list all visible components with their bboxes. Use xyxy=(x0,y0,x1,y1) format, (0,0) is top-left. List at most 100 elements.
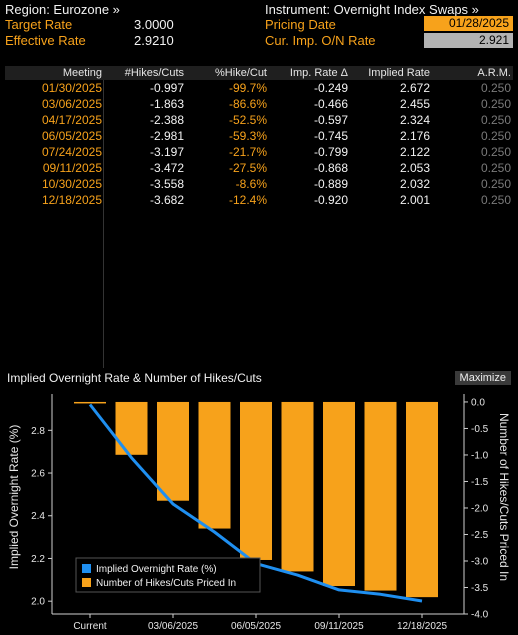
table-row[interactable]: 10/30/2025 -3.558 -8.6% -0.889 2.032 0.250 xyxy=(5,176,513,192)
hikes-cuts-value: -3.197 xyxy=(149,145,184,159)
implied-rate-value: 2.455 xyxy=(399,97,430,111)
column-header-pct-hike-cut[interactable]: %Hike/Cut xyxy=(215,67,267,79)
x-tick-label: 09/11/2025 xyxy=(314,621,364,632)
legend-box xyxy=(75,557,261,593)
hikes-cuts-value: -3.682 xyxy=(149,193,184,207)
target-rate-label: Target Rate xyxy=(5,17,73,32)
chart-title: Implied Overnight Rate & Number of Hikes… xyxy=(7,371,262,385)
implied-rate-chart: 2.0 2.2 2.4 2.6 2.8 0.0 -0.5 -1.0 -1.5 -2.0 -2.5 -… xyxy=(7,394,511,632)
cur-on-rate-label: Cur. Imp. O/N Rate xyxy=(265,33,376,48)
pct-hike-cut-value: -99.7% xyxy=(228,81,267,95)
table-header: Meeting #Hikes/Cuts %Hike/Cut Imp. Rate … xyxy=(5,66,513,80)
imp-rate-delta-value: -0.249 xyxy=(313,81,348,95)
table-row[interactable]: 03/06/2025 -1.863 -86.6% -0.466 2.455 0.250 xyxy=(5,96,513,112)
right-tick-label: -3.5 xyxy=(471,583,489,594)
region-selector[interactable]: Region: Eurozone » xyxy=(5,2,120,17)
arm-value: 0.250 xyxy=(480,193,511,207)
table-row[interactable]: 06/05/2025 -2.981 -59.3% -0.745 2.176 0.250 xyxy=(5,128,513,144)
arm-value: 0.250 xyxy=(480,161,511,175)
right-axis-ticks: 0.0 -0.5 -1.0 -1.5 -2.0 -2.5 -3.0 -3.5 -4.0 xyxy=(464,397,489,621)
instrument-selector[interactable]: Instrument: Overnight Index Swaps » xyxy=(265,2,479,17)
implied-rate-value: 2.053 xyxy=(399,161,430,175)
right-tick-label: -1.5 xyxy=(471,477,489,488)
left-tick-label: 2.4 xyxy=(31,511,45,522)
imp-rate-delta-value: -0.745 xyxy=(313,129,348,143)
implied-rate-value: 2.122 xyxy=(399,145,430,159)
arm-value: 0.250 xyxy=(480,145,511,159)
hikes-cuts-bar xyxy=(406,401,438,598)
x-axis-ticks: Current 03/06/2025 06/05/2025 09/11/2025 12/… xyxy=(73,614,447,632)
imp-rate-delta-value: -0.799 xyxy=(313,145,348,159)
column-header-implied-rate[interactable]: Implied Rate xyxy=(368,67,430,79)
table-row[interactable]: 09/11/2025 -3.472 -27.5% -0.868 2.053 0.250 xyxy=(5,160,513,176)
table-row[interactable]: 12/18/2025 -3.682 -12.4% -0.920 2.001 0.250 xyxy=(5,192,513,208)
cur-on-rate-value: 2.921 xyxy=(424,33,513,48)
x-tick-label: 06/05/2025 xyxy=(231,621,281,632)
meeting-date: 06/05/2025 xyxy=(41,129,102,143)
target-rate-value: 3.0000 xyxy=(134,17,174,32)
table-row[interactable]: 01/30/2025 -0.997 -99.7% -0.249 2.672 0.250 xyxy=(5,80,513,96)
hikes-cuts-bar xyxy=(115,401,148,455)
pct-hike-cut-value: -59.3% xyxy=(228,129,267,143)
right-axis-label: Number of Hikes/Cuts Priced In xyxy=(497,413,511,581)
left-axis-label: Implied Overnight Rate (%) xyxy=(7,425,21,570)
hikes-cuts-value: -3.558 xyxy=(149,177,184,191)
pct-hike-cut-value: -8.6% xyxy=(235,177,267,191)
hikes-cuts-bar xyxy=(323,401,355,587)
pct-hike-cut-value: -21.7% xyxy=(228,145,267,159)
meetings-table: Meeting #Hikes/Cuts %Hike/Cut Imp. Rate … xyxy=(5,66,513,368)
left-tick-label: 2.8 xyxy=(31,426,45,437)
right-tick-label: -4.0 xyxy=(471,610,489,621)
column-header-imp-rate-delta[interactable]: Imp. Rate Δ xyxy=(289,67,348,79)
implied-rate-value: 2.176 xyxy=(399,129,430,143)
column-header-meeting[interactable]: Meeting xyxy=(62,67,102,79)
right-tick-label: -2.5 xyxy=(471,530,489,541)
effective-rate-label: Effective Rate xyxy=(5,33,86,48)
arm-value: 0.250 xyxy=(480,129,511,143)
legend-label-rate: Implied Overnight Rate (%) xyxy=(96,564,217,575)
hikes-cuts-bar xyxy=(74,401,106,404)
hikes-cuts-value: -3.472 xyxy=(149,161,184,175)
implied-rate-value: 2.324 xyxy=(399,113,430,127)
x-tick-label: 03/06/2025 xyxy=(148,621,198,632)
pricing-date-input[interactable]: 01/28/2025 xyxy=(424,16,513,31)
hikes-cuts-value: -2.388 xyxy=(149,113,184,127)
arm-value: 0.250 xyxy=(480,177,511,191)
imp-rate-delta-value: -0.597 xyxy=(313,113,348,127)
chart-legend: Implied Overnight Rate (%) Number of Hik… xyxy=(75,557,261,593)
right-tick-label: -0.5 xyxy=(471,424,489,435)
pct-hike-cut-value: -27.5% xyxy=(228,161,267,175)
imp-rate-delta-value: -0.889 xyxy=(313,177,348,191)
table-row[interactable]: 04/17/2025 -2.388 -52.5% -0.597 2.324 0.250 xyxy=(5,112,513,128)
hikes-cuts-bar xyxy=(281,401,314,572)
legend-swatch-rate xyxy=(82,564,91,573)
right-tick-label: 0.0 xyxy=(471,397,485,408)
hikes-cuts-bar xyxy=(198,401,231,529)
pct-hike-cut-value: -86.6% xyxy=(228,97,267,111)
column-header-hikes-cuts[interactable]: #Hikes/Cuts xyxy=(124,67,184,79)
hikes-cuts-bar xyxy=(240,401,272,560)
column-header-arm[interactable]: A.R.M. xyxy=(477,67,511,79)
maximize-button[interactable]: Maximize xyxy=(454,371,511,385)
left-tick-label: 2.0 xyxy=(31,597,45,608)
chart-title-bar: Implied Overnight Rate & Number of Hikes… xyxy=(5,370,513,386)
meeting-date: 12/18/2025 xyxy=(41,193,102,207)
legend-label-hikes: Number of Hikes/Cuts Priced In xyxy=(96,578,236,589)
hikes-cuts-bar xyxy=(157,401,189,501)
left-tick-label: 2.6 xyxy=(31,469,45,480)
meeting-date: 07/24/2025 xyxy=(41,145,102,159)
meeting-date: 03/06/2025 xyxy=(41,97,102,111)
hikes-cuts-value: -0.997 xyxy=(149,81,184,95)
hikes-cuts-value: -1.863 xyxy=(149,97,184,111)
implied-rate-value: 2.032 xyxy=(399,177,430,191)
meeting-date: 01/30/2025 xyxy=(41,81,102,95)
imp-rate-delta-value: -0.868 xyxy=(313,161,348,175)
x-tick-label: 12/18/2025 xyxy=(397,621,447,632)
pct-hike-cut-value: -12.4% xyxy=(228,193,267,207)
table-row[interactable]: 07/24/2025 -3.197 -21.7% -0.799 2.122 0.250 xyxy=(5,144,513,160)
effective-rate-value: 2.9210 xyxy=(134,33,174,48)
meeting-date: 09/11/2025 xyxy=(42,161,102,175)
pct-hike-cut-value: -52.5% xyxy=(228,113,267,127)
hikes-cuts-bars xyxy=(74,401,438,598)
column-divider xyxy=(103,80,104,368)
